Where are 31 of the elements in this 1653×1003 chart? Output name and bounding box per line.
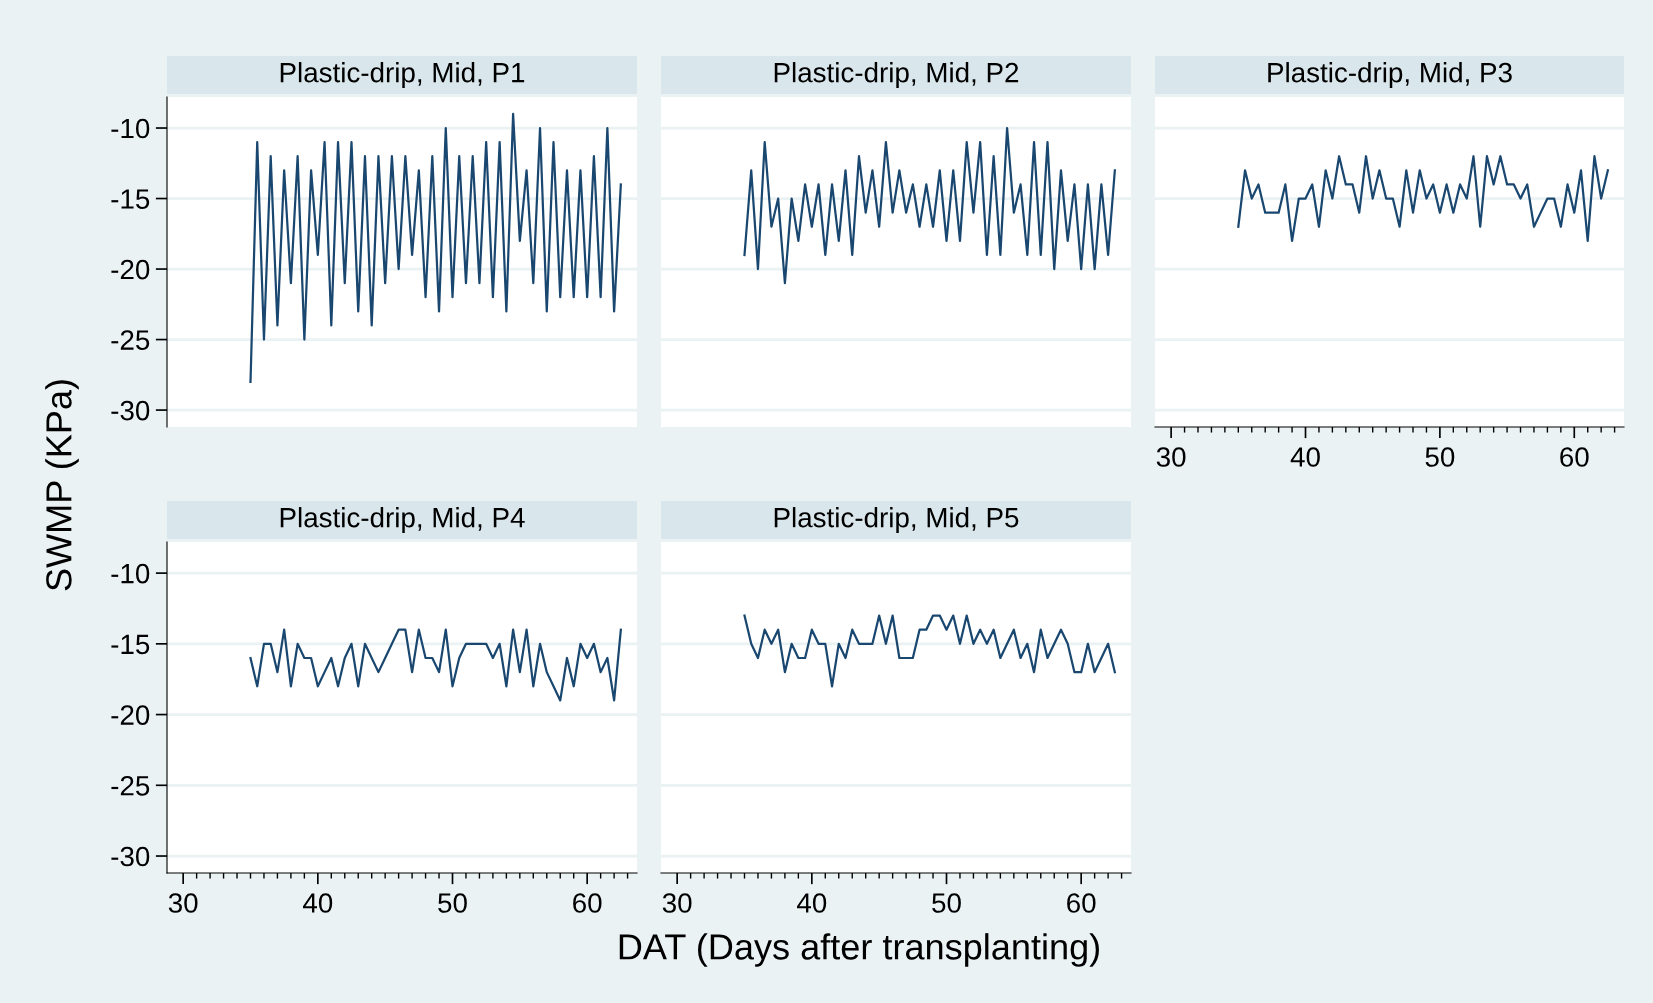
x-tick-label: 50 [438,893,467,913]
y-tick-label: -15 [111,634,150,655]
chart-title: Plastic-drip, Mid, P5 [774,507,1019,533]
chart-title: Plastic-drip, Mid, P1 [280,62,525,88]
y-tick-label: -25 [111,775,150,796]
chart-title: Plastic-drip, Mid, P2 [774,62,1019,88]
y-tick-label: -15 [111,189,150,209]
y-tick-label: -30 [111,400,150,421]
y-tick-label: -10 [111,563,150,584]
y-axis-title: SWMP (KPa) [45,380,79,591]
chart-title: Plastic-drip, Mid, P3 [1268,62,1512,88]
line-series [249,112,622,383]
chart-title: Plastic-drip, Mid, P4 [280,507,525,533]
x-tick-label: 50 [1425,447,1455,467]
x-tick-label: 40 [797,893,827,913]
x-tick-label: 60 [1067,893,1096,913]
x-tick-label: 40 [1290,447,1320,467]
x-tick-label: 50 [932,893,961,913]
y-tick-label: -10 [111,118,150,139]
y-tick-label: -20 [111,705,150,725]
y-tick-label: -25 [111,330,150,350]
y-tick-label: -30 [111,846,150,867]
x-tick-label: 40 [303,893,333,913]
line-series [249,628,622,702]
x-tick-label: 60 [1560,447,1589,467]
x-tick-label: 30 [1156,447,1186,467]
x-tick-label: 30 [168,893,198,913]
y-tick-label: -20 [111,259,150,280]
x-tick-label: 30 [662,893,692,913]
x-tick-label: 60 [573,893,602,913]
x-axis-title: DAT (Days after transplanting) [619,933,1099,967]
